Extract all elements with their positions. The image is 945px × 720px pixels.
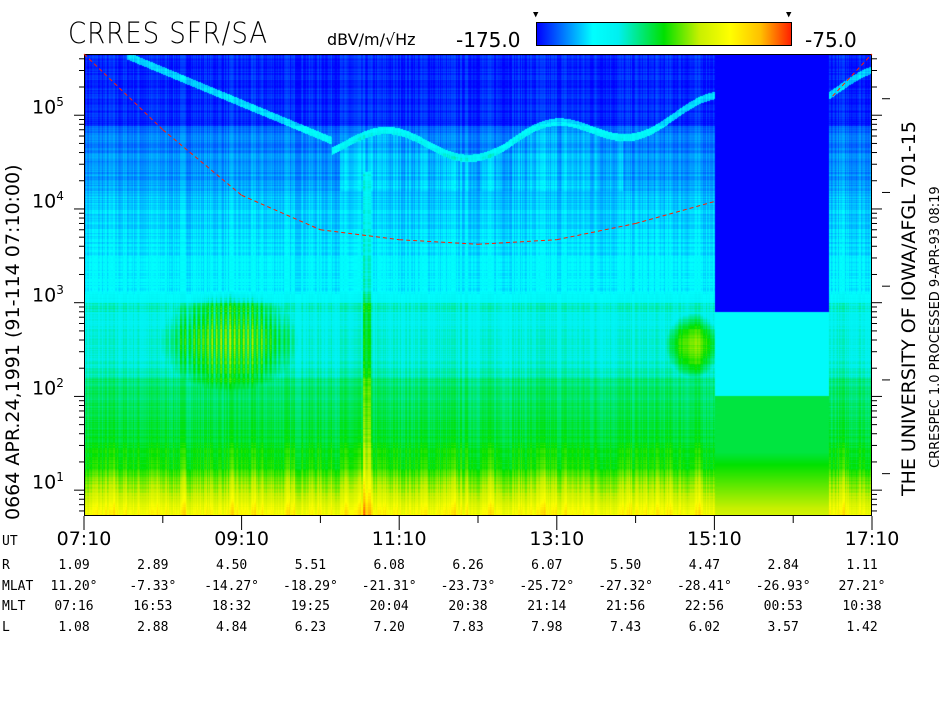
ephemeris-cell: -18.29° [282,578,338,594]
y-tick-exp: 5 [56,95,64,110]
y-tick-base: 10 [32,284,57,307]
ephemeris-row-label: L [2,619,10,635]
ephemeris-cell: 6.26 [452,558,484,573]
y-tick-exp: 3 [56,282,64,297]
y-tick-label: 103 [32,283,64,306]
ephemeris-cell: 21:14 [527,599,567,614]
ephemeris-cell: 6.08 [373,558,405,573]
ephemeris-cell: 16:53 [133,599,173,614]
y-tick-label: 102 [32,376,64,399]
y-tick-label: 101 [32,470,64,493]
ut-row-label: UT [2,534,18,549]
ephemeris-cell: 2.88 [137,619,169,635]
y-tick-base: 10 [32,471,57,494]
ephemeris-cell: 5.50 [609,558,642,573]
ephemeris-cell: 5.51 [294,558,327,573]
ephemeris-cell: 7.98 [531,619,563,635]
ephemeris-cell: 7.83 [452,619,484,635]
ephemeris-cell: -7.33° [129,578,177,594]
gyrofrequency-line-segment [83,53,164,131]
ephemeris-cell: 6.02 [688,619,721,635]
ephemeris-cell: 18:32 [212,599,252,614]
ephemeris-cell: 4.50 [215,558,248,573]
gyrofrequency-line-segment [832,53,873,97]
ephemeris-cell: 2.89 [137,558,169,573]
ephemeris-cell: 3.57 [767,619,799,635]
colorbar [536,22,792,46]
ephemeris-row-label: MLAT [2,578,34,594]
ephemeris-cell: 19:25 [290,599,330,614]
spectrogram-image [85,55,871,515]
ephemeris-cell: -27.32° [598,578,653,594]
ephemeris-cell: -28.41° [676,578,732,594]
y-tick-label: 104 [32,189,64,212]
colorbar-max-label: -75.0 [805,28,857,52]
ephemeris-cell: 4.84 [215,619,248,635]
ephemeris-cell: -25.72° [519,578,575,594]
ephemeris-cell: 20:38 [448,599,488,614]
y-tick-base: 10 [32,190,57,213]
ephemeris-cell: 07:16 [54,599,94,614]
gyrofrequency-line-segment [477,239,557,245]
y-tick-exp: 2 [56,376,64,391]
gyrofrequency-line-segment [399,239,479,245]
ephemeris-cell: -23.73° [440,578,496,594]
gyrofrequency-line-segment [162,129,242,196]
ephemeris-cell: 4.47 [688,558,721,573]
gyrofrequency-line-segment [635,201,715,224]
x-tick-label: 13:10 [529,528,585,550]
x-tick-label: 17:10 [844,528,900,550]
colorbar-min-marker: ▼ [533,10,539,20]
chart-title: CRRES SFR/SA [68,16,269,50]
x-tick-label: 09:10 [214,528,269,550]
y-tick-exp: 1 [56,470,64,485]
gyrofrequency-line-segment [320,229,400,241]
colorbar-min-label: -175.0 [456,28,521,52]
x-tick-label: 15:10 [687,528,742,550]
ephemeris-cell: 1.11 [846,558,878,573]
ephemeris-cell: -21.31° [361,578,417,594]
y-tick-label: 105 [32,95,64,118]
ephemeris-cell: 22:56 [684,599,724,614]
y-tick-base: 10 [32,96,57,119]
ephemeris-cell: 7.20 [373,619,405,635]
ephemeris-cell: 6.07 [531,558,563,573]
ephemeris-cell: 27.21° [838,578,886,594]
ephemeris-cell: 7.43 [609,619,642,635]
gyrofrequency-line-segment [556,222,636,241]
ephemeris-cell: -26.93° [755,578,811,594]
ephemeris-cell: -14.27° [204,578,259,594]
ephemeris-cell: 10:38 [842,599,882,614]
ephemeris-cell: 00:53 [763,599,803,614]
ephemeris-cell: 11.20° [50,578,98,594]
ephemeris-cell: 2.84 [767,558,799,573]
ephemeris-cell: 1.42 [846,619,878,635]
ephemeris-row-label: R [2,558,10,573]
spectrogram [84,54,872,516]
colorbar-max-marker: ▼ [786,10,792,20]
x-tick-label: 11:10 [371,528,427,550]
y-tick-exp: 4 [56,188,64,203]
ephemeris-cell: 6.23 [294,619,327,635]
ephemeris-cell: 20:04 [369,599,409,614]
gyrofrequency-line-segment [241,194,321,231]
ephemeris-cell: 1.08 [58,619,90,635]
ephemeris-cell: 21:56 [606,599,646,614]
x-tick-label: 07:10 [56,528,112,550]
colorbar-units: dBV/m/√Hz [327,30,416,49]
y-tick-base: 10 [32,377,57,400]
ephemeris-cell: 1.09 [58,558,90,573]
ephemeris-row-label: MLT [2,599,26,614]
